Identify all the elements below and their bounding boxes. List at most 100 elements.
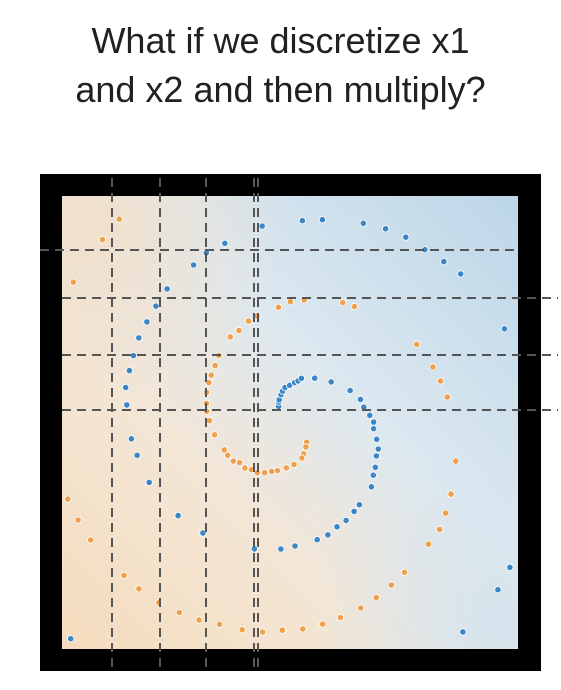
blue-point	[67, 635, 75, 643]
orange-point	[87, 536, 95, 544]
blue-point	[346, 386, 354, 395]
orange-point	[207, 371, 215, 379]
orange-point	[224, 451, 232, 459]
blue-point	[373, 435, 381, 443]
blue-point	[163, 285, 171, 293]
blue-point	[174, 511, 182, 520]
orange-point	[286, 298, 294, 306]
orange-point	[155, 598, 163, 607]
orange-point	[435, 525, 444, 534]
blue-point	[190, 261, 198, 269]
blue-point	[145, 478, 153, 486]
orange-point	[400, 568, 409, 576]
orange-point	[336, 613, 345, 622]
discretization-grid	[40, 178, 558, 667]
slide-title: What if we discretize x1 and x2 and then…	[0, 16, 561, 114]
blue-point	[143, 318, 151, 326]
orange-point	[69, 278, 77, 286]
orange-point	[195, 616, 203, 624]
blue-point	[402, 233, 410, 241]
blue-point	[381, 225, 390, 233]
blue-point	[221, 239, 229, 247]
blue-point	[333, 523, 341, 531]
orange-point	[241, 464, 249, 472]
blue-point	[494, 586, 502, 594]
blue-point	[459, 628, 467, 636]
orange-point	[274, 303, 283, 311]
orange-point	[238, 626, 246, 634]
orange-point	[215, 620, 224, 628]
orange-point	[211, 361, 219, 370]
orange-point	[260, 468, 269, 477]
orange-point	[74, 516, 82, 524]
blue-point	[359, 219, 367, 227]
title-line-1: What if we discretize x1	[91, 20, 470, 61]
orange-point	[226, 333, 234, 341]
blue-point	[277, 545, 285, 553]
orange-point	[115, 215, 123, 223]
blue-point	[258, 222, 266, 230]
orange-point	[205, 416, 214, 425]
orange-point	[372, 593, 380, 602]
blue-point	[135, 334, 143, 342]
orange-point	[282, 464, 290, 472]
orange-point	[290, 460, 298, 468]
orange-point	[319, 620, 327, 628]
blue-point	[318, 216, 326, 224]
blue-point	[127, 435, 135, 443]
blue-point	[369, 471, 377, 479]
blue-point	[342, 516, 350, 525]
orange-point	[302, 443, 310, 451]
orange-point	[235, 458, 244, 467]
blue-point	[327, 378, 335, 386]
blue-point	[367, 483, 375, 491]
blue-point	[350, 507, 358, 515]
blue-point	[129, 351, 137, 360]
orange-point	[441, 509, 450, 517]
orange-point	[387, 581, 395, 589]
spiral-points	[64, 215, 514, 643]
blue-point	[366, 411, 374, 419]
orange-point	[350, 302, 359, 311]
orange-point	[299, 625, 307, 633]
orange-point	[235, 326, 243, 335]
title-line-2: and x2 and then multiply?	[75, 69, 486, 110]
blue-point	[500, 325, 509, 333]
orange-point	[357, 604, 365, 612]
orange-point	[424, 540, 433, 548]
blue-point	[356, 395, 365, 403]
orange-point	[258, 628, 267, 636]
blue-point	[369, 425, 378, 433]
orange-point	[229, 457, 237, 465]
blue-point	[374, 445, 382, 453]
blue-point	[311, 374, 319, 382]
orange-point	[135, 585, 143, 593]
orange-point	[443, 393, 451, 401]
blue-point	[372, 452, 380, 460]
orange-point	[413, 340, 421, 348]
blue-point	[123, 401, 131, 409]
blue-point	[313, 536, 321, 544]
orange-point	[429, 363, 437, 371]
orange-point	[339, 299, 347, 307]
blue-point	[297, 374, 305, 382]
orange-point	[220, 446, 228, 454]
blue-point	[291, 542, 299, 550]
orange-point	[268, 467, 276, 475]
blue-point	[122, 383, 130, 392]
orange-point	[436, 377, 445, 385]
blue-point	[133, 451, 141, 459]
blue-point	[370, 418, 378, 426]
orange-point	[298, 454, 306, 462]
orange-point	[211, 431, 219, 439]
blue-point	[440, 257, 448, 266]
blue-point	[199, 529, 207, 537]
orange-point	[205, 378, 213, 387]
blue-point	[324, 531, 332, 539]
orange-point	[64, 495, 72, 503]
orange-point	[120, 571, 128, 580]
blue-point	[371, 463, 379, 471]
orange-point	[278, 626, 286, 634]
blue-point	[355, 501, 363, 509]
